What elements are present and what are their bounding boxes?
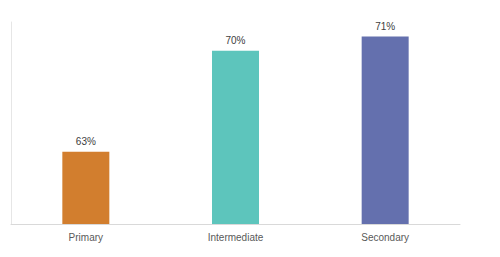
svg-text:Primary: Primary <box>69 232 103 243</box>
svg-text:71%: 71% <box>375 21 395 32</box>
svg-text:Secondary: Secondary <box>361 232 409 243</box>
svg-text:63%: 63% <box>76 136 96 147</box>
svg-text:70%: 70% <box>225 35 245 46</box>
svg-text:Intermediate: Intermediate <box>208 232 264 243</box>
